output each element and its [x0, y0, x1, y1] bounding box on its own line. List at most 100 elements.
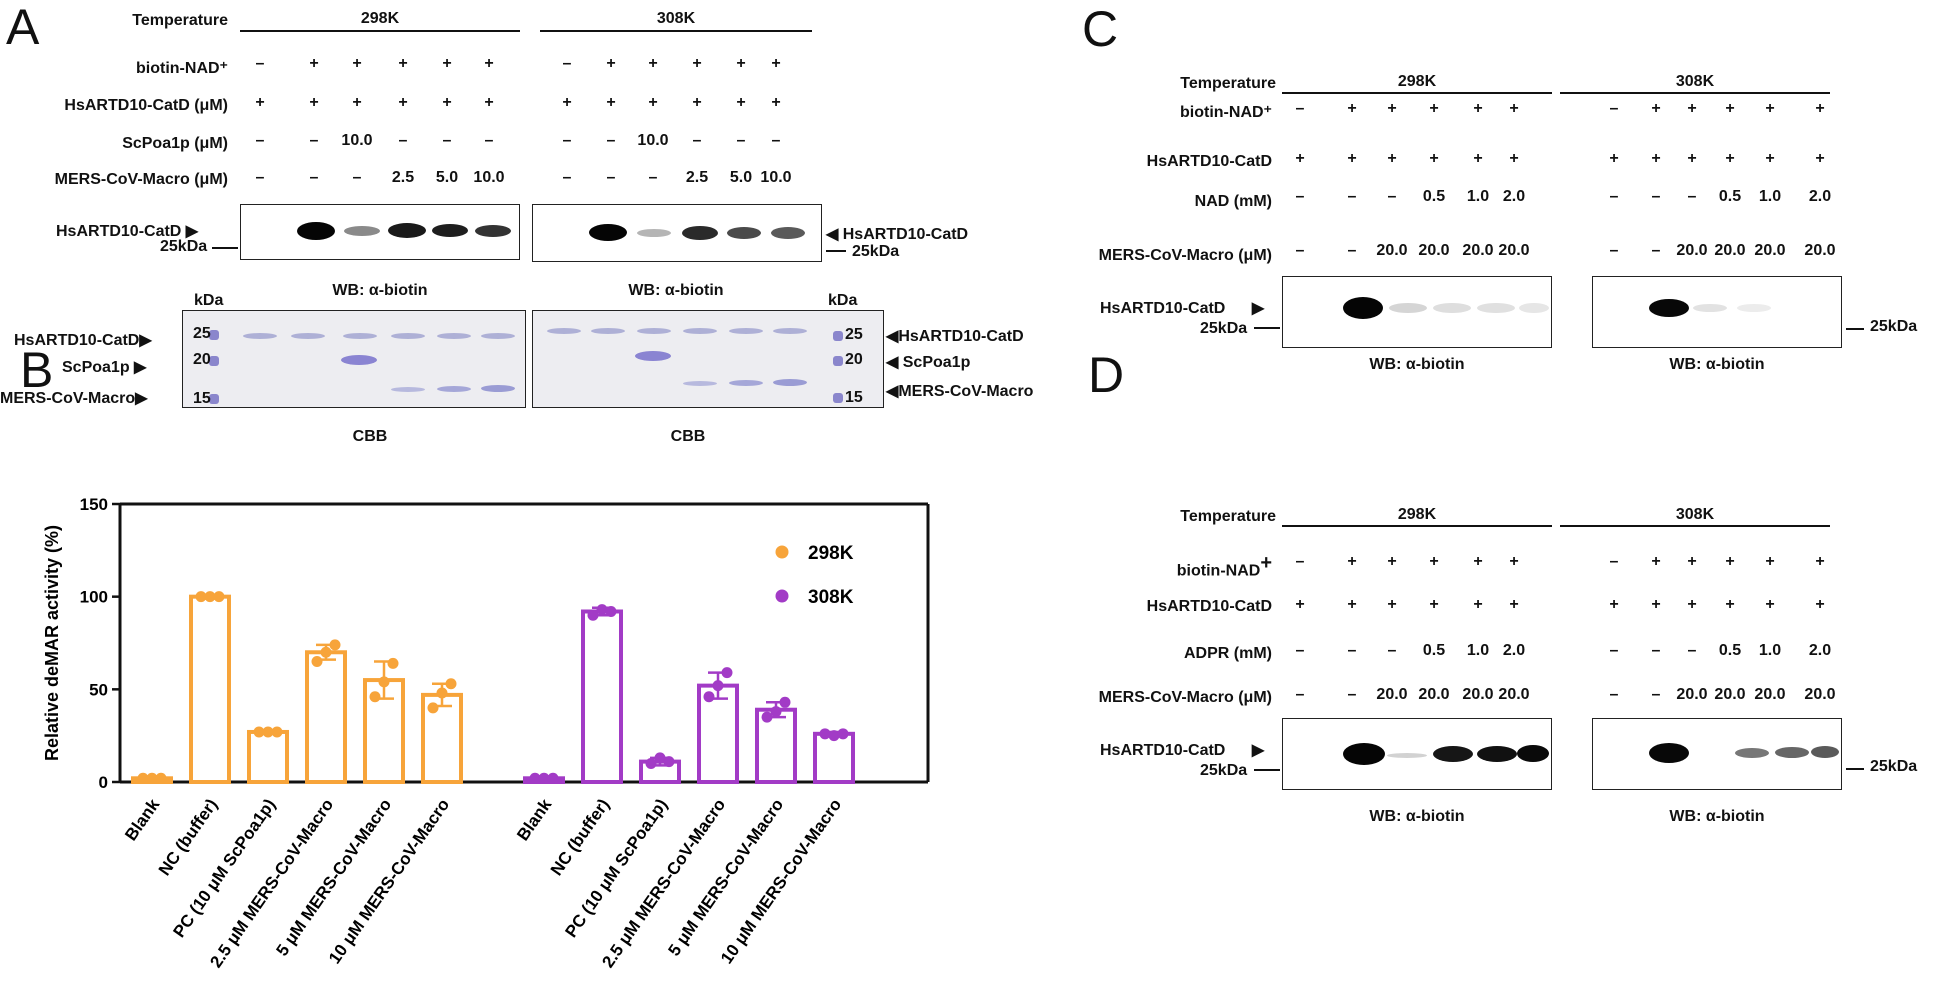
panel-a-kda-label-right: kDa: [828, 292, 858, 309]
panel-c-grid-cell: –: [1347, 242, 1357, 259]
panel-a-blot-label-right-text: HsARTD10-CatD: [842, 226, 969, 243]
legend-label: 298K: [808, 543, 854, 564]
data-point: [253, 726, 265, 738]
panel-c-grid-cell: 1.0: [1466, 188, 1490, 205]
panel-d-grid-cell: +: [1473, 596, 1483, 613]
panel-d-temperature-label: Temperature: [1180, 508, 1276, 525]
panel-c-grid-cell: 20.0: [1676, 242, 1708, 259]
panel-c-wb-blot-308k: [1592, 276, 1842, 348]
panel-c-blot-label-text: HsARTD10-CatD: [1100, 300, 1226, 317]
bar: [697, 683, 739, 784]
panel-a-grid-cell: 2.5: [685, 169, 709, 186]
panel-c-grid-cell: +: [1509, 150, 1519, 167]
panel-d-grid-cell: +: [1687, 596, 1697, 613]
bar: [581, 609, 623, 784]
panel-c-grid-cell: 0.5: [1718, 188, 1742, 205]
data-point: [538, 772, 550, 784]
panel-c-grid-cell: +: [1429, 150, 1439, 167]
panel-d-group-298k: 298K: [1397, 506, 1437, 523]
panel-c-grid-cell: +: [1651, 100, 1661, 117]
data-point: [770, 706, 782, 718]
panel-d-grid-cell: –: [1609, 553, 1619, 570]
panel-d-grid-cell: +: [1651, 596, 1661, 613]
panel-a-grid-cell: +: [442, 94, 452, 111]
panel-c-size-marker-left-tick: [1254, 327, 1280, 329]
data-point: [195, 591, 207, 603]
panel-a-group-298k: 298K: [360, 10, 400, 27]
gel-band: [341, 355, 377, 365]
panel-c-wb-caption-298k: WB: α-biotin: [1369, 356, 1465, 373]
panel-c-grid-cell: –: [1347, 188, 1357, 205]
panel-d-grid-cell: 20.0: [1804, 686, 1836, 703]
data-point: [387, 657, 399, 669]
panel-d-grid-cell: –: [1347, 686, 1357, 703]
panel-d-grid-cell: –: [1651, 686, 1661, 703]
panel-c-grid-cell: –: [1651, 242, 1661, 259]
data-point: [427, 702, 439, 714]
legend-label: 308K: [808, 587, 854, 608]
gel-band: [729, 380, 763, 386]
panel-d-grid-cell: +: [1295, 596, 1305, 613]
panel-a-wb-caption-298k: WB: α-biotin: [332, 282, 428, 299]
panel-a-cbb-caption-308k: CBB: [670, 428, 706, 445]
panel-c-row-label-biotin-nad: biotin-NAD⁺: [1180, 104, 1272, 121]
gel-band: [637, 328, 671, 334]
panel-a-size-marker-left: 25kDa: [160, 238, 208, 255]
panel-c-grid-cell: +: [1815, 150, 1825, 167]
panel-a-grid-cell: 10.0: [473, 169, 505, 186]
panel-c-grid-cell: 1.0: [1758, 188, 1782, 205]
data-point: [329, 639, 341, 651]
panel-d-grid-cell: +: [1347, 596, 1357, 613]
panel-a-group-298k-line: [240, 30, 520, 32]
panel-a-grid-cell: +: [255, 94, 265, 111]
band: [1387, 753, 1427, 758]
panel-c-grid-cell: +: [1387, 150, 1397, 167]
bar: [755, 707, 797, 784]
panel-d-grid-cell: +: [1687, 553, 1697, 570]
panel-c-grid-cell: +: [1765, 100, 1775, 117]
panel-a-grid-cell: +: [442, 55, 452, 72]
x-tick-label: PC (10 μM ScPoa1p): [169, 795, 279, 941]
panel-c-grid-cell: +: [1609, 150, 1619, 167]
gel-band: [391, 387, 425, 392]
panel-a-grid-cell: 5.0: [435, 169, 459, 186]
panel-a-label: A: [6, 0, 40, 55]
panel-a-grid-cell: –: [771, 132, 781, 149]
panel-a-grid-cell: +: [484, 55, 494, 72]
panel-d-size-marker-right-tick: [1846, 768, 1864, 770]
data-point: [587, 609, 599, 621]
gel-band: [773, 328, 807, 334]
data-point: [445, 678, 457, 690]
panel-c-grid-cell: 20.0: [1376, 242, 1408, 259]
panel-d-wb-caption-308k: WB: α-biotin: [1669, 808, 1765, 825]
panel-a-grid-cell: +: [771, 55, 781, 72]
data-point: [779, 696, 791, 708]
panel-c-grid-cell: 20.0: [1754, 242, 1786, 259]
panel-d-size-marker-left: 25kDa: [1200, 762, 1248, 779]
ladder-band-15: [209, 394, 219, 404]
panel-a-wb-blot-298k: [240, 204, 520, 260]
panel-d-grid-cell: +: [1609, 596, 1619, 613]
panel-c-grid-cell: 20.0: [1714, 242, 1746, 259]
gel-band: [683, 381, 717, 386]
panel-a-grid-cell: +: [771, 94, 781, 111]
panel-a-grid-cell: 2.5: [391, 169, 415, 186]
panel-a-size-marker-right-tick: [826, 250, 846, 252]
data-point: [213, 591, 225, 603]
panel-a-size-marker-right: 25kDa: [852, 243, 900, 260]
cbb-label-text: HsARTD10-CatD: [898, 328, 1024, 345]
panel-a-blot-label-right: ◀ HsARTD10-CatD: [826, 226, 969, 243]
gel-band: [343, 333, 377, 339]
panel-c-grid-cell: +: [1509, 100, 1519, 117]
panel-c-size-marker-right: 25kDa: [1870, 318, 1918, 335]
band: [1389, 303, 1427, 313]
panel-d-grid-cell: +: [1509, 596, 1519, 613]
panel-d-grid-cell: 0.5: [1718, 642, 1742, 659]
panel-a-row-label-mers: MERS-CoV-Macro (μM): [54, 171, 228, 188]
band: [1649, 299, 1689, 317]
panel-d-grid-cell: +: [1815, 596, 1825, 613]
panel-c-label: C: [1082, 1, 1119, 57]
panel-a-grid-cell: +: [398, 55, 408, 72]
band: [1775, 747, 1809, 758]
panel-a-grid-cell: +: [562, 94, 572, 111]
